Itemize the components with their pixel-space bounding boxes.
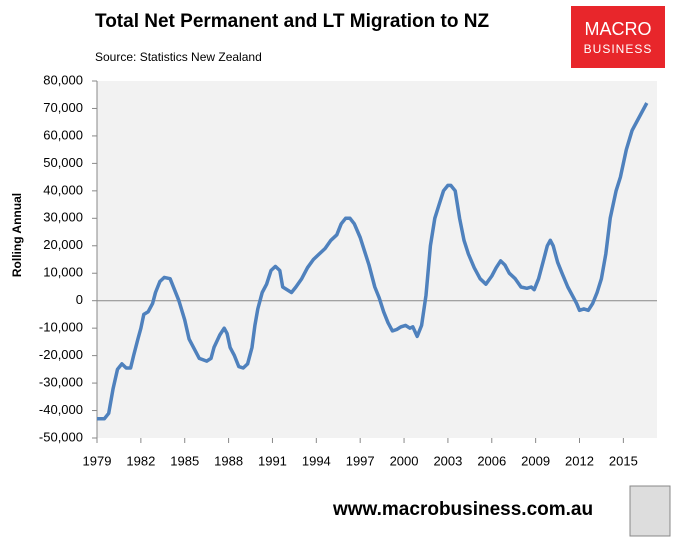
y-tick-label: -40,000 [39,402,83,417]
chart-subtitle: Source: Statistics New Zealand [95,50,262,64]
y-tick-label: 50,000 [43,155,83,170]
y-tick-label: 0 [76,292,83,307]
y-tick-label: 70,000 [43,100,83,115]
logo-text: MACRO [585,19,652,39]
y-tick-label: 60,000 [43,127,83,142]
y-tick-label: -20,000 [39,347,83,362]
y-tick-label: 80,000 [43,72,83,87]
x-tick-label: 1979 [83,453,112,468]
data-line [97,102,649,421]
x-tick-label: 2003 [433,453,462,468]
x-tick-label: 2015 [609,453,638,468]
y-tick-label: 20,000 [43,237,83,252]
y-tick-label: 30,000 [43,210,83,225]
chart-title: Total Net Permanent and LT Migration to … [95,11,489,32]
y-tick-label: 40,000 [43,182,83,197]
x-tick-label: 1982 [126,453,155,468]
y-tick-label: 10,000 [43,265,83,280]
y-tick-label: -30,000 [39,375,83,390]
x-tick-label: 1991 [258,453,287,468]
x-tick-label: 2012 [565,453,594,468]
x-tick-label: 2000 [390,453,419,468]
logo [571,6,665,68]
site-url: www.macrobusiness.com.au [332,499,593,520]
wolf-icon [629,485,671,537]
x-tick-label: 1997 [346,453,375,468]
x-tick-label: 2006 [477,453,506,468]
plot-area [97,81,657,438]
y-tick-label: -10,000 [39,320,83,335]
x-tick-label: 1988 [214,453,243,468]
logo-text: BUSINESS [584,42,653,56]
y-tick-label: -50,000 [39,429,83,444]
x-tick-label: 1994 [302,453,331,468]
x-tick-label: 2009 [521,453,550,468]
x-tick-label: 1985 [170,453,199,468]
y-axis-label: Rolling Annual [10,193,24,277]
